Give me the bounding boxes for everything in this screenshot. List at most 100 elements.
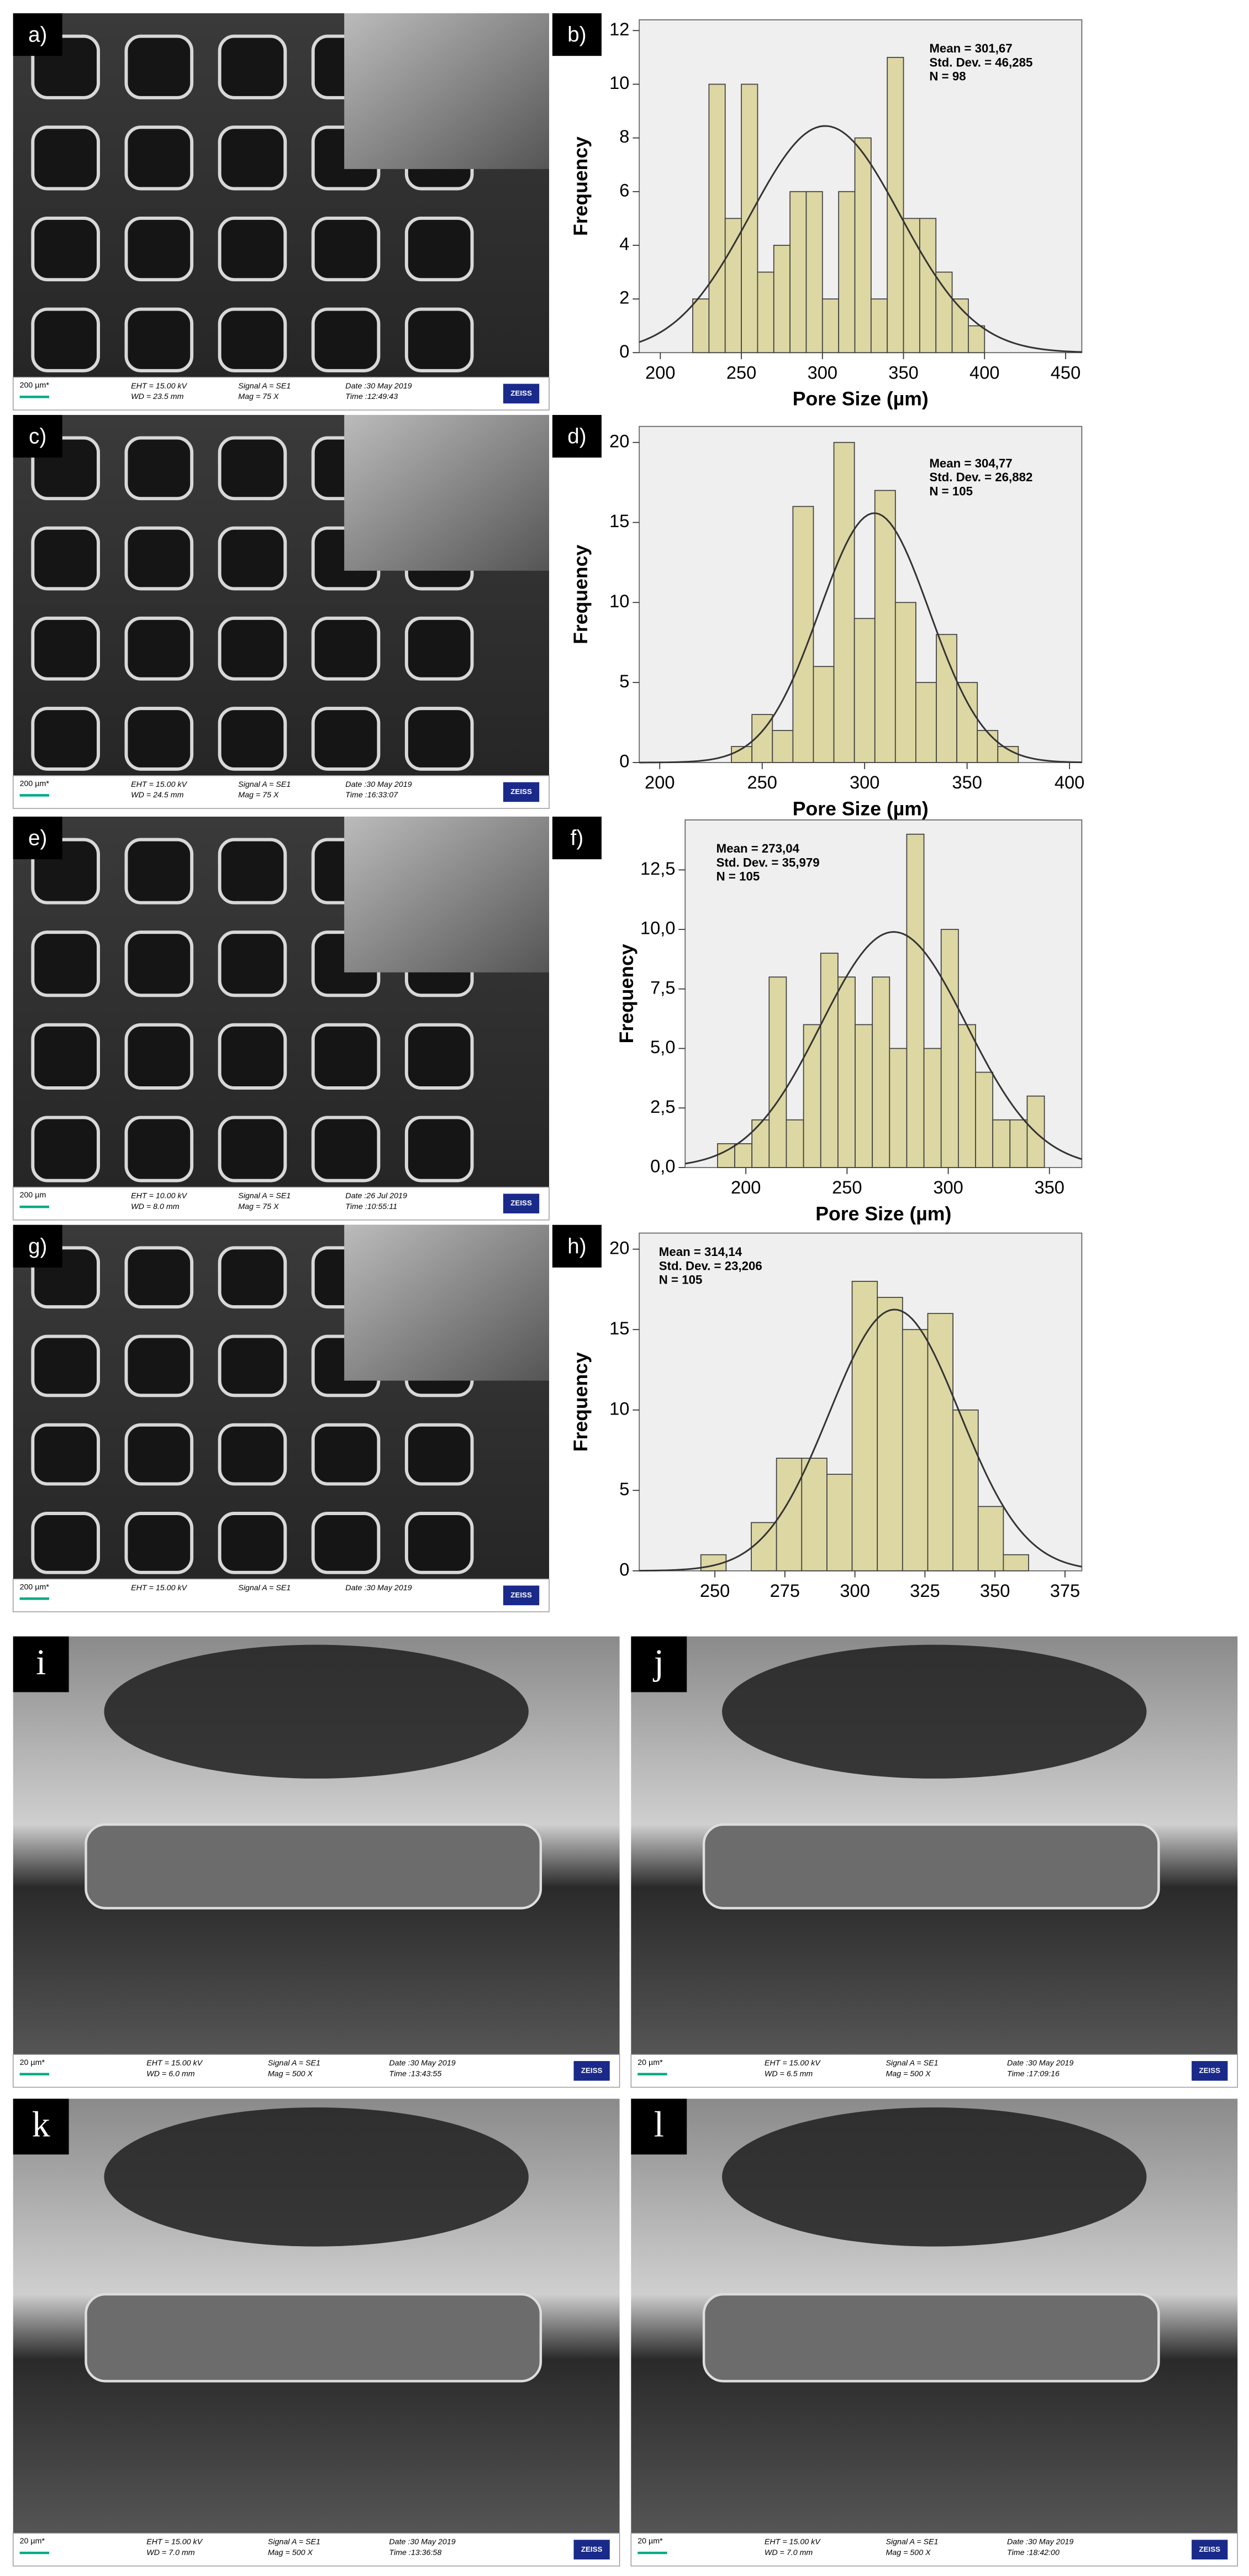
- pore: [31, 125, 100, 191]
- normal-curve: [639, 1308, 1082, 1572]
- bar: [977, 730, 999, 763]
- scale-bar-label: 20 µm*: [20, 2058, 45, 2067]
- strut-section: [85, 1823, 542, 1910]
- brand-box: [1192, 2061, 1228, 2081]
- info-eht: EHT = 15.00 kV: [765, 2059, 821, 2068]
- y-axis-label: Frequency: [570, 545, 592, 644]
- pore: [31, 1334, 100, 1397]
- y-tick-label: 10: [609, 1398, 629, 1418]
- brand: ZEISS: [510, 389, 532, 397]
- info-wd: WD = 6.0 mm: [146, 2070, 195, 2079]
- x-tick-label: 350: [888, 362, 918, 382]
- pore: [218, 1116, 287, 1182]
- strut-section: [702, 1823, 1160, 1910]
- info-date: Date :30 May 2019: [345, 1584, 412, 1592]
- bar: [734, 1143, 753, 1168]
- brand: ZEISS: [581, 2545, 603, 2553]
- x-tick-label: 250: [700, 1580, 730, 1601]
- bar: [851, 1281, 878, 1571]
- y-tick-label: 10: [609, 591, 629, 611]
- bar: [874, 490, 896, 763]
- scale-bar-label: 200 µm*: [20, 381, 50, 390]
- bar: [801, 1458, 828, 1571]
- bar: [975, 1071, 994, 1168]
- y-tick-label: 15: [609, 511, 629, 531]
- stat-mean: Mean = 301,67: [929, 41, 1012, 55]
- bar: [813, 666, 835, 763]
- panel-label: k: [32, 2105, 50, 2145]
- bar: [915, 682, 937, 763]
- pore: [218, 1023, 287, 1090]
- x-tick-label: 300: [933, 1177, 963, 1197]
- x-tick-label: 350: [1035, 1177, 1064, 1197]
- pore: [404, 1512, 474, 1574]
- info-wd: WD = 7.0 mm: [765, 2548, 813, 2557]
- x-tick-label: 400: [969, 362, 999, 382]
- panel-label: i: [36, 1643, 46, 1683]
- inset-image: [344, 414, 550, 571]
- panel-label-box: [13, 2099, 69, 2155]
- bar: [992, 1119, 1011, 1168]
- y-tick-label: 8: [619, 126, 629, 146]
- bar: [772, 730, 794, 763]
- bar: [768, 976, 787, 1168]
- strut-section: [85, 2293, 542, 2383]
- pore: [124, 34, 194, 99]
- pore: [124, 526, 194, 591]
- pore: [31, 526, 100, 591]
- pore: [124, 838, 194, 905]
- y-tick-label: 20: [609, 1237, 629, 1258]
- pore: [218, 526, 287, 591]
- info-signal: Signal A = SE1: [238, 1584, 291, 1592]
- pore: [31, 930, 100, 997]
- normal-curve: [639, 512, 1082, 764]
- brand: ZEISS: [510, 1199, 532, 1207]
- bar: [872, 976, 890, 1168]
- scale-bar-label: 20 µm*: [20, 2537, 45, 2546]
- panel-label-box: [13, 816, 62, 860]
- strut-section: [702, 2293, 1160, 2383]
- brand: ZEISS: [581, 2066, 603, 2074]
- bar: [877, 1297, 903, 1571]
- pore: [31, 307, 100, 372]
- panel-label-box: [552, 13, 602, 56]
- pore: [124, 1023, 194, 1090]
- pore: [218, 1246, 287, 1309]
- panel-label: l: [654, 2105, 664, 2145]
- y-tick-label: 5: [619, 1479, 629, 1499]
- pore: [31, 1116, 100, 1182]
- info-date: Date :30 May 2019: [345, 382, 412, 391]
- pore: [218, 436, 287, 501]
- y-tick-label: 2,5: [650, 1096, 675, 1117]
- bar: [751, 1522, 777, 1571]
- pore: [218, 1423, 287, 1486]
- y-tick-label: 20: [609, 430, 629, 451]
- stat-n: N = 98: [929, 70, 966, 83]
- info-signal: Signal A = SE1: [886, 2538, 938, 2547]
- brand-box: [573, 2540, 610, 2560]
- info-time: Time :12:49:43: [345, 392, 398, 401]
- stat-sd: Std. Dev. = 35,979: [716, 855, 820, 869]
- panel-label-box: [13, 1636, 69, 1692]
- bar: [853, 618, 876, 763]
- bar: [956, 682, 978, 763]
- pore: [124, 436, 194, 501]
- bar: [786, 1119, 804, 1168]
- brand-box: [503, 1194, 540, 1213]
- panel-label-box: [552, 816, 602, 860]
- bar: [903, 218, 920, 354]
- bar: [906, 833, 925, 1168]
- pore: [124, 1246, 194, 1309]
- info-signal: Signal A = SE1: [268, 2059, 320, 2068]
- pore: [311, 307, 381, 372]
- panel-label-box: [13, 414, 62, 458]
- info-date: Date :26 Jul 2019: [345, 1192, 407, 1201]
- pore: [31, 1423, 100, 1486]
- info-time: Time :17:09:16: [1007, 2070, 1060, 2079]
- y-axis-label: Frequency: [570, 1352, 592, 1452]
- panel-label-box: [552, 1224, 602, 1268]
- brand-box: [503, 782, 540, 802]
- pore: [124, 707, 194, 771]
